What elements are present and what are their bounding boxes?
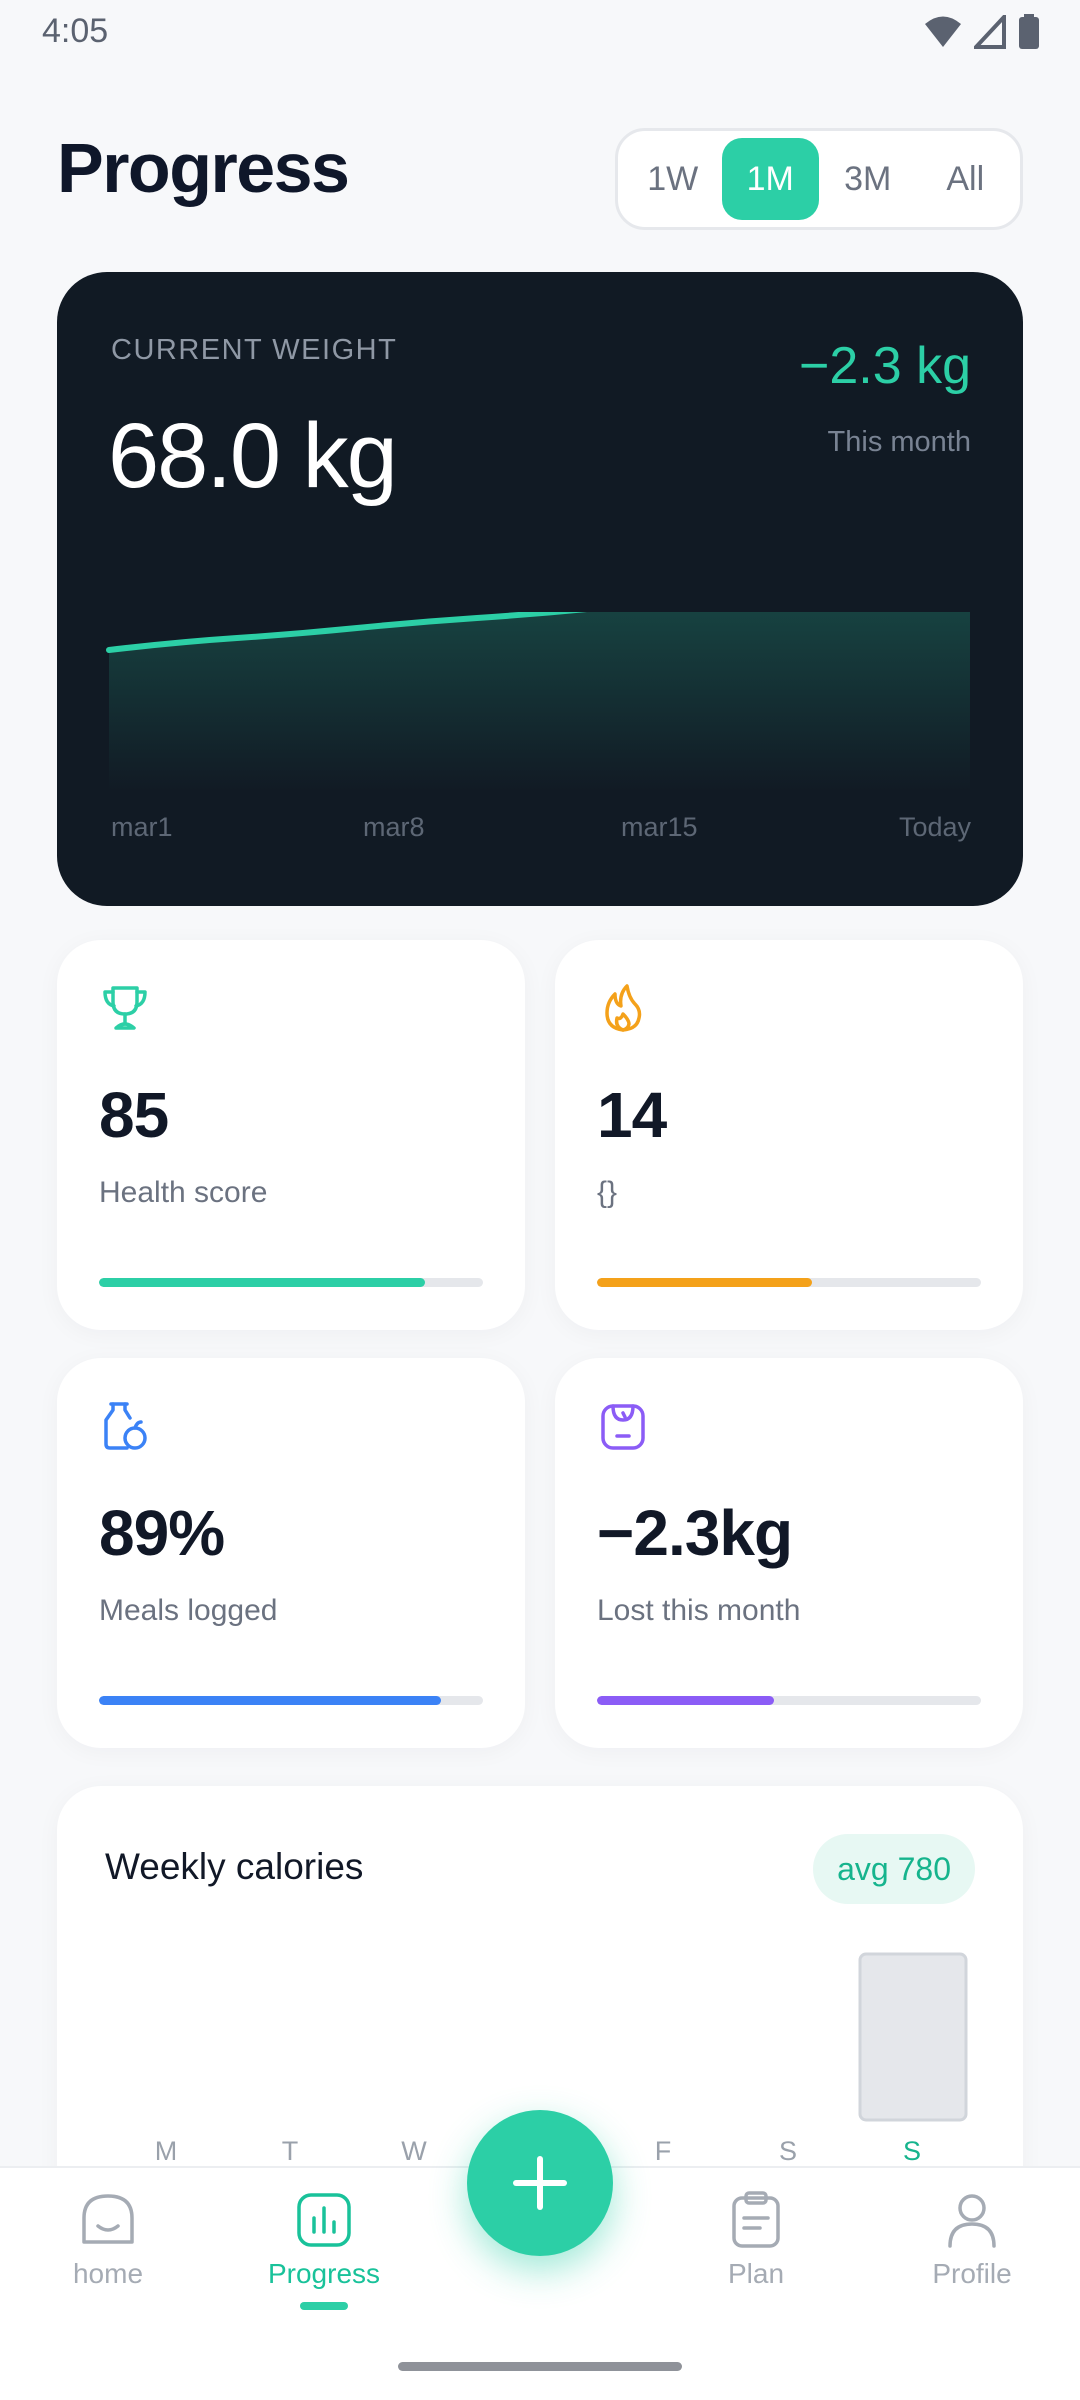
nav-item-plan[interactable]: Plan bbox=[676, 2188, 836, 2290]
nav-label: Plan bbox=[727, 2258, 785, 2289]
calories-average-badge: avg 780 bbox=[813, 1834, 975, 1904]
add-button[interactable] bbox=[467, 2110, 613, 2256]
current-weight-value: 68.0 kg bbox=[108, 405, 398, 507]
status-time: 4:05 bbox=[42, 12, 109, 50]
signal-icon bbox=[974, 15, 1006, 49]
battery-icon bbox=[1019, 14, 1039, 49]
stat-progress-track bbox=[99, 1278, 483, 1287]
scale-icon bbox=[601, 1404, 645, 1450]
weekly-calories-chart bbox=[858, 1952, 968, 2122]
weekday-label: S bbox=[902, 2136, 922, 2166]
x-axis-label: mar1 bbox=[111, 812, 173, 842]
health-score-card[interactable]: 85 Health score bbox=[57, 940, 525, 1330]
weekly-calories-card: Weekly calories avg 780 bbox=[57, 1786, 1023, 2246]
nav-label: Progress bbox=[267, 2258, 381, 2289]
weight-delta: −2.3 kg bbox=[798, 337, 971, 395]
weekday-label: M bbox=[154, 2136, 178, 2166]
stat-progress-fill bbox=[99, 1278, 426, 1287]
profile-icon bbox=[948, 2194, 996, 2248]
flame-icon bbox=[605, 984, 642, 1032]
clipboard-icon bbox=[732, 2191, 780, 2248]
nav-label: home bbox=[72, 2258, 144, 2289]
x-axis-label: mar8 bbox=[363, 812, 425, 842]
nav-item-home[interactable]: home bbox=[28, 2188, 188, 2290]
weight-trend-area bbox=[109, 612, 970, 792]
x-axis-label: Today bbox=[898, 812, 971, 842]
stat-label: Meals logged bbox=[99, 1594, 278, 1627]
weight-card: CURRENT WEIGHT 68.0 kg −2.3 kg This mont… bbox=[57, 272, 1023, 906]
current-weight-label: CURRENT WEIGHT bbox=[111, 334, 398, 366]
weight-trend-line bbox=[106, 612, 587, 653]
weight-period: This month bbox=[827, 426, 971, 458]
x-axis-label: mar15 bbox=[621, 812, 698, 842]
chart-icon bbox=[297, 2193, 351, 2247]
meals-logged-card[interactable]: 89% Meals logged bbox=[57, 1358, 525, 1748]
range-1w-button[interactable]: 1W bbox=[647, 159, 699, 198]
trophy-icon bbox=[103, 986, 147, 1030]
weekday-label: T bbox=[281, 2136, 299, 2166]
stat-label: Health score bbox=[99, 1176, 268, 1209]
nav-label: Profile bbox=[932, 2258, 1012, 2289]
stat-value: 85 bbox=[99, 1079, 169, 1151]
weekday-label: F bbox=[654, 2136, 672, 2166]
range-all-button[interactable]: All bbox=[946, 159, 985, 198]
plus-icon bbox=[513, 2156, 567, 2210]
range-toggle: 1W 1M 3M All bbox=[615, 128, 1023, 230]
weight-trend-chart bbox=[106, 612, 970, 792]
wifi-icon bbox=[925, 16, 961, 47]
food-icon bbox=[104, 1402, 147, 1450]
stat-label: {} bbox=[597, 1176, 618, 1209]
stat-progress-track bbox=[597, 1278, 981, 1287]
status-icons bbox=[924, 14, 1040, 50]
range-1m-button[interactable]: 1M bbox=[721, 138, 819, 220]
stat-progress-fill bbox=[597, 1278, 813, 1287]
nav-item-profile[interactable]: Profile bbox=[892, 2188, 1052, 2290]
weekday-label: S bbox=[778, 2136, 798, 2166]
stat-label: Lost this month bbox=[597, 1594, 801, 1627]
stat-value: 14 bbox=[597, 1079, 667, 1151]
stat-value: 89% bbox=[99, 1497, 225, 1569]
page-title: Progress bbox=[57, 129, 350, 207]
status-bar: 4:05 bbox=[0, 0, 1080, 64]
weekday-label: W bbox=[401, 2136, 427, 2166]
stat-progress-fill bbox=[99, 1696, 441, 1705]
calorie-bar-today bbox=[858, 1952, 968, 2122]
home-icon bbox=[82, 2194, 134, 2244]
streak-card[interactable]: 14 {} bbox=[555, 940, 1023, 1330]
home-indicator bbox=[398, 2362, 682, 2371]
stat-value: −2.3kg bbox=[597, 1497, 793, 1569]
weekly-calories-title: Weekly calories bbox=[105, 1846, 364, 1887]
nav-item-progress[interactable]: Progress bbox=[244, 2188, 404, 2310]
nav-active-indicator bbox=[300, 2302, 348, 2310]
stat-progress-track bbox=[99, 1696, 483, 1705]
range-3m-button[interactable]: 3M bbox=[844, 159, 892, 198]
stat-progress-fill bbox=[597, 1696, 774, 1705]
weight-lost-card[interactable]: −2.3kg Lost this month bbox=[555, 1358, 1023, 1748]
stat-progress-track bbox=[597, 1696, 981, 1705]
